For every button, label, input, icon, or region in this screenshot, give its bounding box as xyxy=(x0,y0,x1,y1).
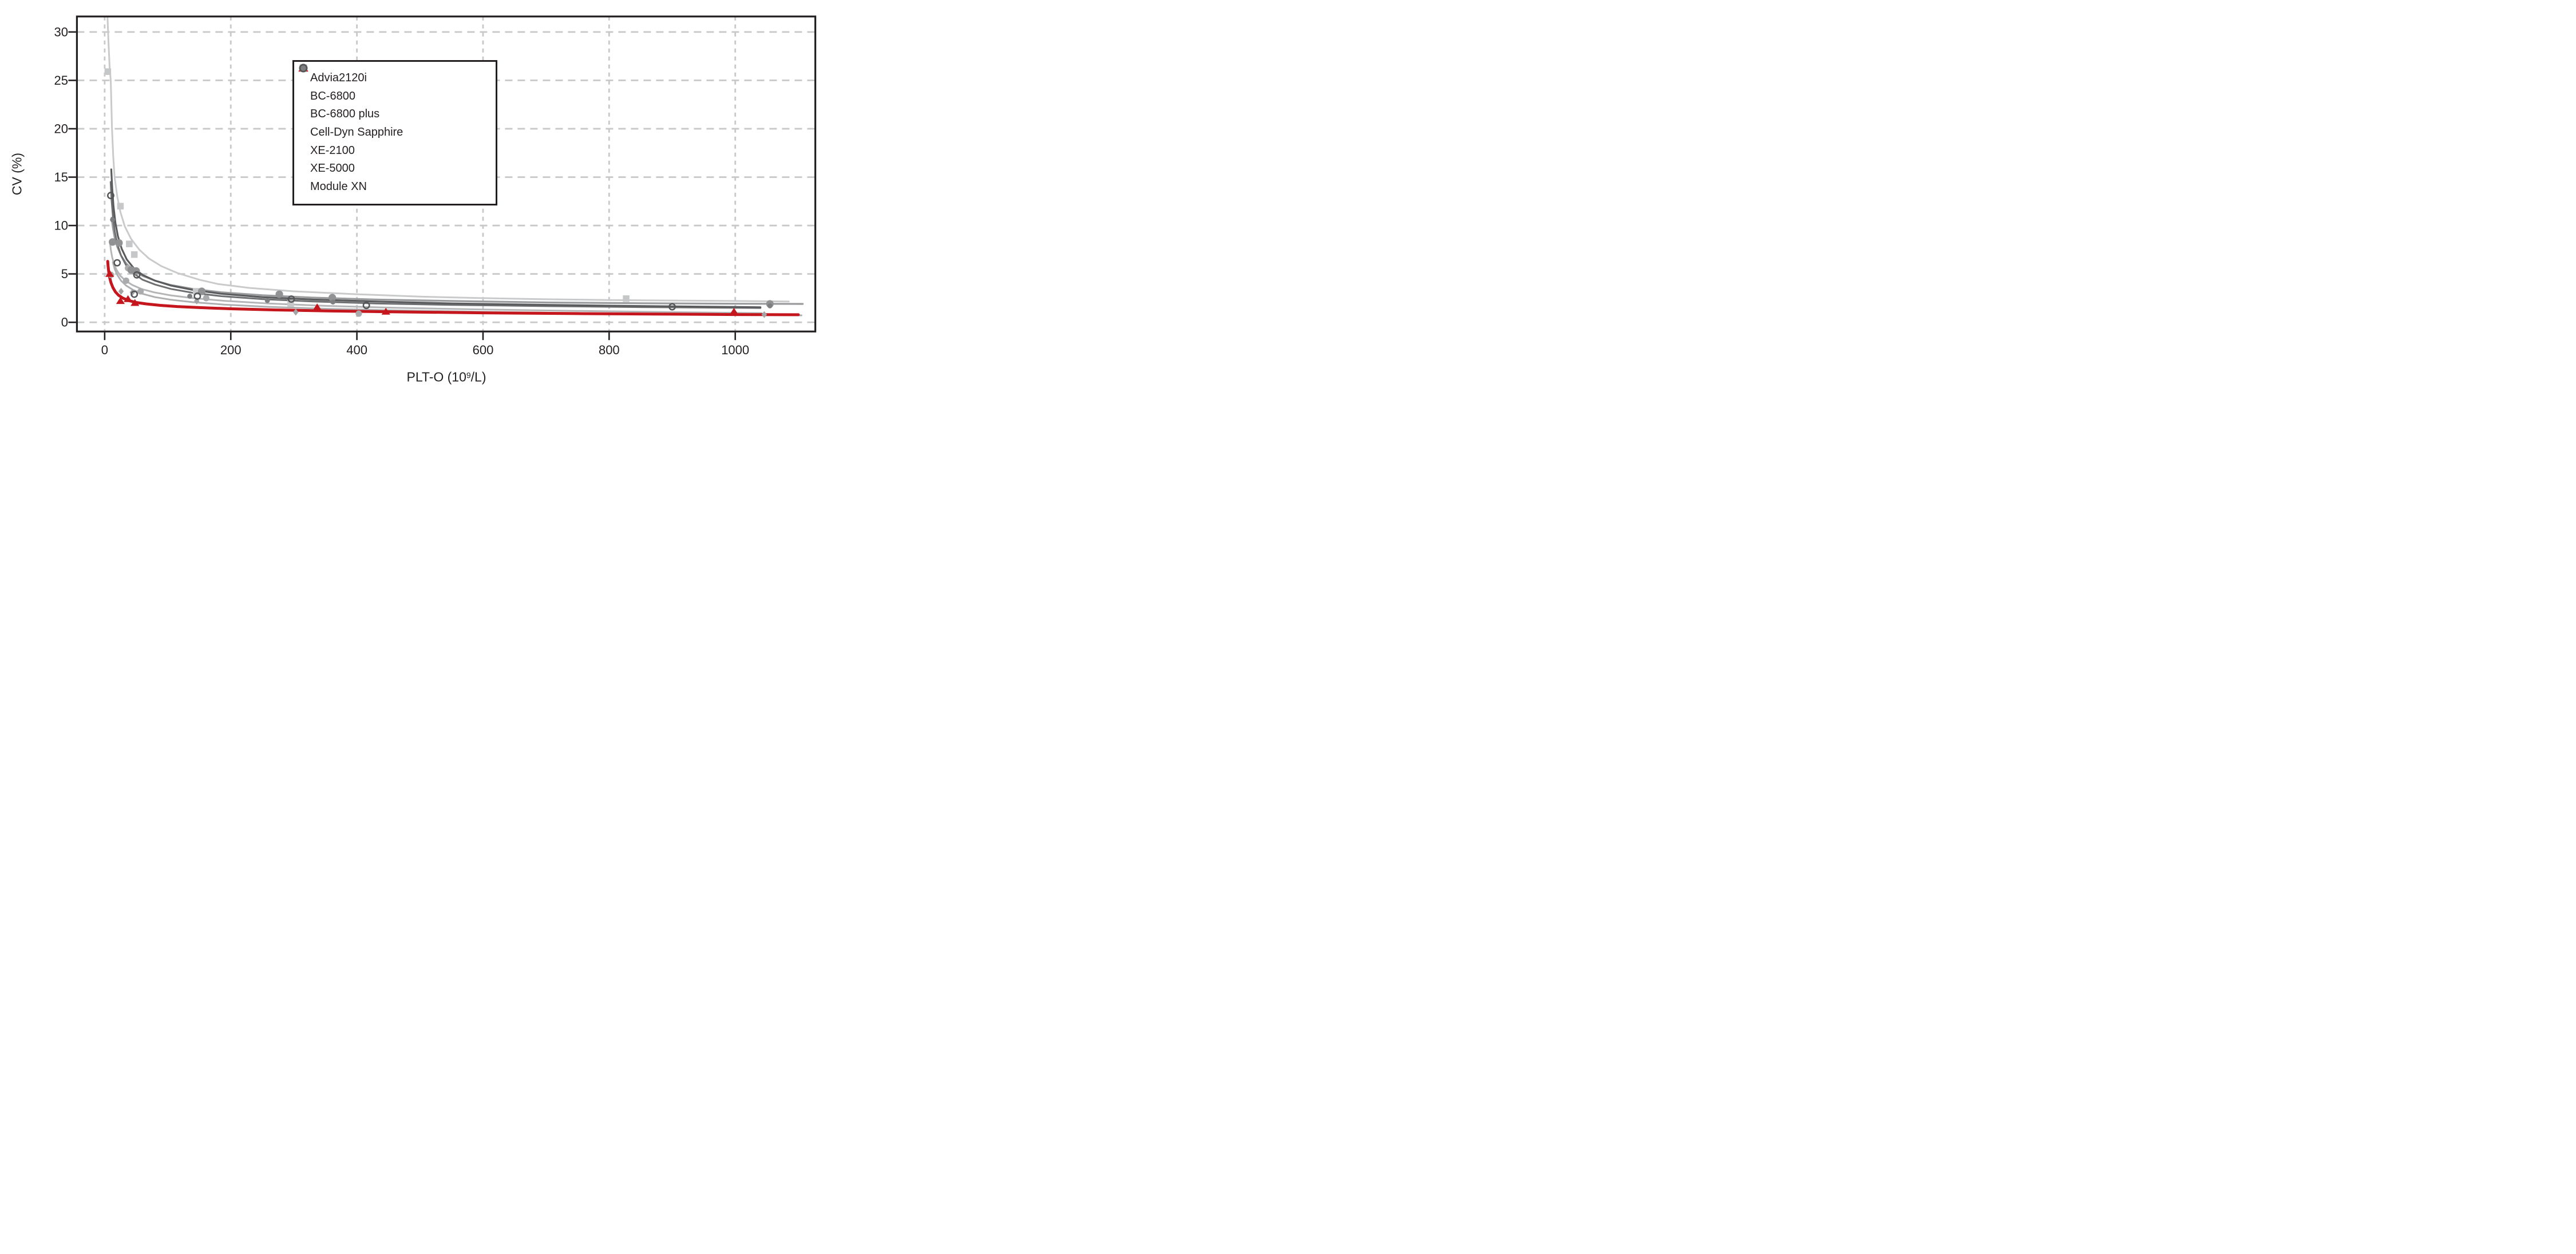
legend-item-label: XE-5000 xyxy=(310,162,355,175)
series-advia2120i-point xyxy=(130,251,138,258)
x-tick-label: 400 xyxy=(346,343,367,357)
legend-item-cell-dyn-sapphire: Cell-Dyn Sapphire xyxy=(300,64,496,142)
series-xe-2100-point xyxy=(197,287,206,295)
legend-item-xe-5000: XE-5000 xyxy=(300,65,496,178)
series-xe-5000-curve xyxy=(110,168,762,308)
x-axis-title-rest: /L) xyxy=(470,369,486,385)
series-module-xn-point xyxy=(107,192,114,200)
legend-item-label: BC-6800 xyxy=(310,89,355,102)
series-advia2120i-curve xyxy=(106,17,790,303)
y-tick-label: 20 xyxy=(54,121,68,136)
legend-item-label: BC-6800 plus xyxy=(310,108,380,121)
legend-item-bc-6800-plus: BC-6800 plus xyxy=(298,64,496,124)
series-bc-6800-plus-point xyxy=(124,295,133,302)
series-bc-6800-plus-points xyxy=(105,270,739,315)
fit-curves xyxy=(106,17,804,317)
series-module-xn-point xyxy=(113,259,121,267)
legend-item-label: Cell-Dyn Sapphire xyxy=(310,126,403,139)
series-bc-6800-point xyxy=(203,295,209,302)
series-bc-6800-plus-point xyxy=(105,270,114,277)
series-bc-6800-plus-point xyxy=(312,303,322,311)
series-xe-2100-point xyxy=(329,294,337,302)
legend-item-label: Advia2120i xyxy=(310,72,367,85)
series-bc-6800-point xyxy=(122,277,129,284)
series-bc-6800-plus-point xyxy=(381,307,390,315)
series-xe-2100-points xyxy=(109,238,774,308)
series-module-xn-point xyxy=(362,302,370,309)
x-tick-label: 1000 xyxy=(721,343,749,357)
series-module-xn-point xyxy=(193,292,201,300)
y-axis-title: CV (%) xyxy=(9,152,25,196)
series-module-xn-point xyxy=(133,271,141,279)
series-cell-dyn-sapphire-point xyxy=(118,288,124,295)
legend-item-label: XE-2100 xyxy=(310,144,355,157)
series-xe-5000-point xyxy=(264,298,270,303)
x-tick-label: 200 xyxy=(220,343,242,357)
series-module-xn-point xyxy=(130,290,139,298)
series-advia2120i-point xyxy=(287,300,294,307)
scatter-points xyxy=(104,68,774,318)
series-xe-5000-points xyxy=(110,217,773,308)
series-bc-6800-plus-point xyxy=(116,297,125,304)
series-xe-5000-point xyxy=(187,294,193,299)
series-advia2120i-point xyxy=(104,68,112,75)
module-xn-legend-marker-icon xyxy=(299,64,308,73)
x-axis-title-base: PLT-O (10 xyxy=(406,369,466,385)
legend-item-advia2120i: Advia2120i xyxy=(299,64,496,88)
series-xe-2100-point xyxy=(275,290,283,298)
series-module-xn-curve xyxy=(109,181,762,309)
cv-vs-plt-figure: 0 200 400 600 800 1000 0 5 10 15 20 25 30 Advia2120i… xyxy=(0,0,824,401)
series-module-xn-point xyxy=(668,303,676,311)
series-module-xn-point xyxy=(287,295,295,303)
legend-item-module-xn: Module XN xyxy=(299,64,496,196)
series-bc-6800-plus-curve xyxy=(106,260,800,317)
y-tick-label: 25 xyxy=(54,73,68,88)
series-bc-6800-plus-point xyxy=(130,299,140,306)
x-tick-label: 800 xyxy=(599,343,620,357)
legend-item-label: Module XN xyxy=(310,180,367,193)
series-bc-6800-point xyxy=(137,288,144,295)
series-bc-6800-point xyxy=(355,310,362,317)
x-axis-title: PLT-O (109/L) xyxy=(406,370,486,385)
series-cell-dyn-sapphire-point xyxy=(292,308,299,316)
series-module-xn-points xyxy=(107,192,676,311)
y-tick-label: 30 xyxy=(54,25,68,39)
x-tick-label: 600 xyxy=(473,343,494,357)
y-tick-label: 5 xyxy=(61,267,68,281)
series-advia2120i-point xyxy=(192,288,200,295)
series-xe-2100-point xyxy=(109,238,117,246)
x-tick-label: 0 xyxy=(101,343,108,357)
series-xe-2100-curve xyxy=(110,216,804,305)
series-advia2120i-point xyxy=(117,203,124,209)
series-xe-2100-point xyxy=(115,239,123,247)
series-xe-5000-point xyxy=(110,217,116,223)
series-module-xn-point xyxy=(299,64,308,73)
x-axis-title-sup: 9 xyxy=(466,370,471,380)
axis-ticks: 0 200 400 600 800 1000 0 5 10 15 20 25 30 xyxy=(54,25,750,357)
series-advia2120i-point xyxy=(623,295,630,302)
series-xe-5000-point xyxy=(767,303,773,308)
series-advia2120i-points xyxy=(104,68,630,307)
y-tick-label: 15 xyxy=(54,170,68,184)
legend: Advia2120i BC-6800 BC-6800 plus Cell-Dyn Sa… xyxy=(292,60,497,205)
plot-border xyxy=(76,15,817,333)
series-advia2120i-point xyxy=(126,240,133,247)
y-tick-label: 10 xyxy=(54,219,68,233)
series-xe-5000-point xyxy=(330,299,336,305)
legend-item-bc-6800: BC-6800 xyxy=(299,64,496,106)
xe-5000-legend-marker-icon xyxy=(300,65,307,72)
series-cell-dyn-sapphire-point xyxy=(761,311,767,318)
series-bc-6800-plus-point xyxy=(729,307,739,315)
legend-item-xe-2100: XE-2100 xyxy=(299,64,496,160)
series-xe-5000-point xyxy=(300,65,307,72)
y-tick-label: 0 xyxy=(61,315,68,330)
